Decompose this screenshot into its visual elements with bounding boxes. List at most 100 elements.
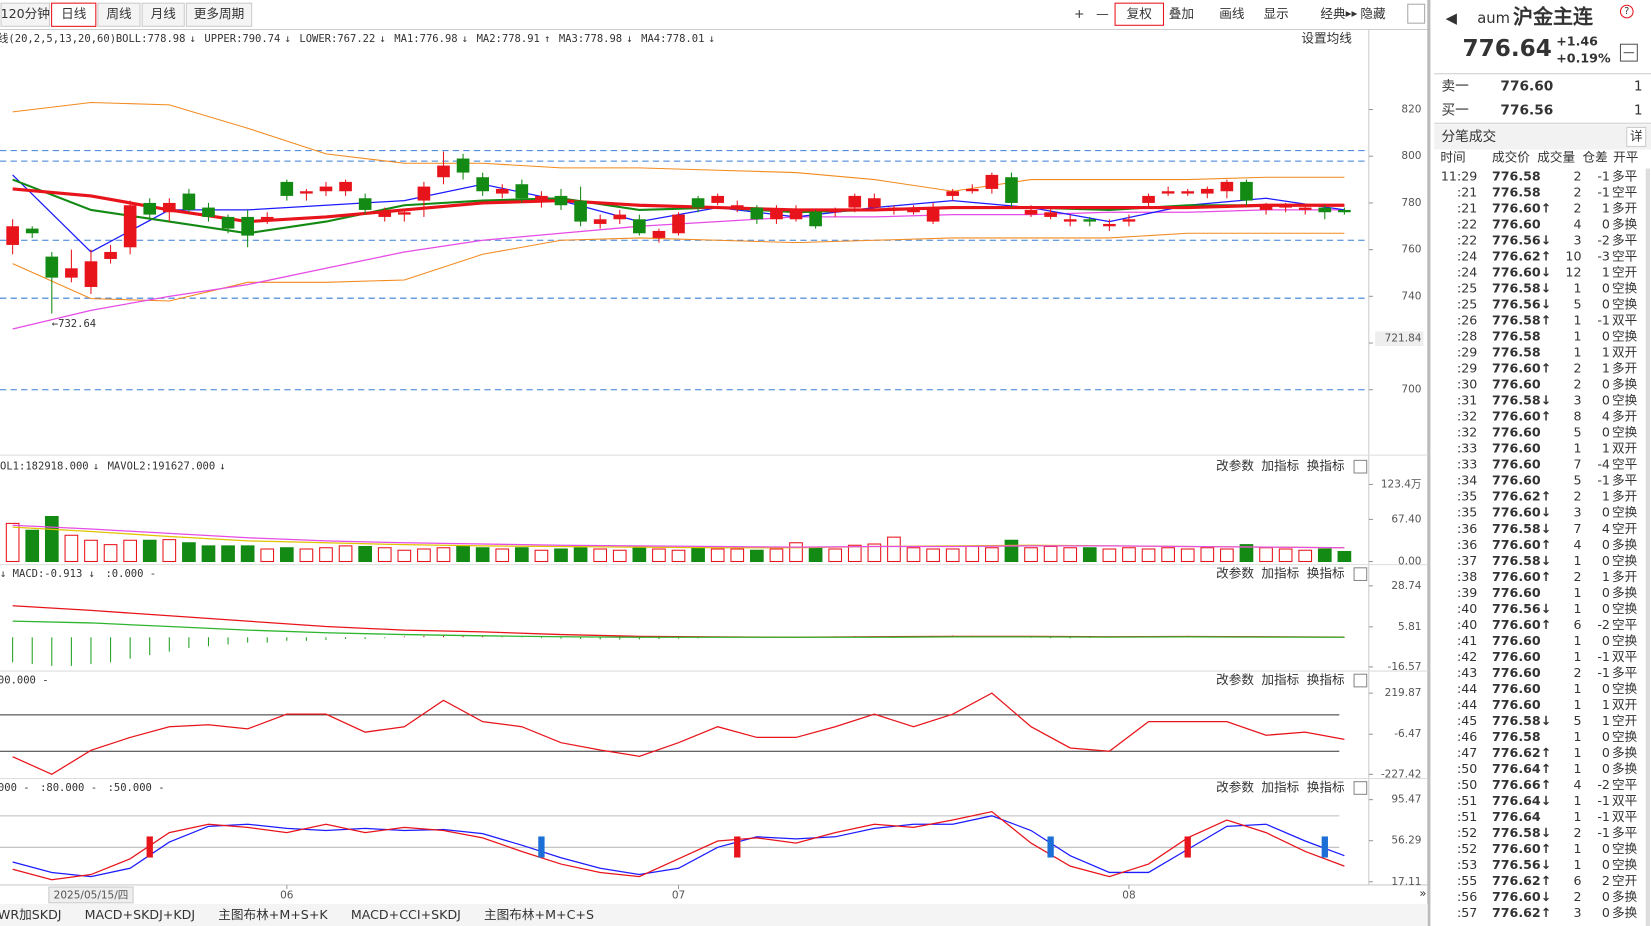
- trade-type: 空换: [1612, 633, 1638, 648]
- trade-volume: 3: [1573, 233, 1581, 248]
- y-tick-label: 123.4万: [1381, 478, 1422, 490]
- volume-bar: [808, 547, 823, 563]
- tab[interactable]: WR加SKDJ: [0, 907, 62, 922]
- legend-arrow: ↑: [544, 33, 550, 45]
- trade-volume: 2: [1573, 889, 1581, 904]
- panel-button[interactable]: 改参数: [1216, 672, 1254, 687]
- trade-oi: -1: [1597, 649, 1610, 664]
- panel-button[interactable]: 加指标: [1261, 672, 1299, 687]
- trade-volume: 4: [1573, 537, 1581, 552]
- panel-button[interactable]: 改参数: [1216, 458, 1254, 473]
- ma-setting[interactable]: 设置均线: [1301, 30, 1352, 45]
- period-label: 周线: [106, 6, 132, 21]
- trade-time: :32: [1457, 425, 1477, 440]
- period-button[interactable]: [141, 2, 185, 27]
- trade-time: :33: [1457, 441, 1477, 456]
- volume-bar: [1043, 545, 1058, 563]
- trade-type: 多平: [1612, 825, 1637, 840]
- y-tick-label: 800: [1401, 150, 1421, 162]
- panel-button[interactable]: 换指标: [1307, 672, 1345, 687]
- trade-volume: 7: [1573, 521, 1581, 536]
- candle-body: [1005, 177, 1018, 203]
- period-button[interactable]: [185, 2, 253, 27]
- trade-volume: 1: [1573, 745, 1581, 760]
- legend-label: MA1:776.98: [394, 33, 457, 45]
- tool-label[interactable]: 画线: [1219, 6, 1245, 21]
- panel-close[interactable]: [1353, 673, 1368, 688]
- fullscreen-button[interactable]: [1407, 3, 1426, 24]
- trade-time: :24: [1457, 265, 1477, 280]
- panel-close[interactable]: [1353, 459, 1368, 474]
- trade-price: 776.62↑: [1492, 905, 1551, 920]
- trade-time: :33: [1457, 457, 1477, 472]
- trade-time: :50: [1457, 777, 1477, 792]
- tool-label[interactable]: +: [1074, 6, 1085, 21]
- detail-button[interactable]: [1626, 126, 1647, 147]
- volume-bar: [887, 536, 901, 563]
- trade-volume: 1: [1573, 441, 1581, 456]
- trade-type: 空换: [1612, 681, 1638, 696]
- trade-oi: -2: [1597, 777, 1610, 792]
- candle-body: [1044, 212, 1057, 217]
- trade-time: :56: [1457, 889, 1477, 904]
- tool-label[interactable]: 隐藏: [1360, 6, 1386, 21]
- panel-button[interactable]: 换指标: [1307, 458, 1345, 473]
- candle-body: [495, 188, 509, 194]
- candle-body: [241, 216, 254, 236]
- tool-label[interactable]: 叠加: [1169, 6, 1194, 21]
- trade-oi: 0: [1602, 761, 1610, 776]
- trade-type: 双开: [1612, 441, 1637, 456]
- trade-oi: 0: [1602, 217, 1610, 232]
- trade-time: :34: [1457, 473, 1477, 488]
- trade-price: 776.60: [1492, 633, 1541, 648]
- volume-bar: [514, 547, 529, 563]
- volume-bar: [1102, 548, 1117, 563]
- panel-button[interactable]: 换指标: [1307, 779, 1345, 794]
- tab[interactable]: 主图布林+M+S+K: [218, 907, 328, 922]
- tool-label[interactable]: 复权: [1127, 6, 1153, 21]
- tool-label[interactable]: 经典: [1320, 6, 1346, 21]
- trade-price: 776.60↑: [1492, 201, 1551, 216]
- panel-button[interactable]: 改参数: [1216, 779, 1254, 794]
- panel-button[interactable]: 加指标: [1261, 566, 1299, 581]
- back-arrow[interactable]: ◀: [1446, 10, 1458, 27]
- volume-bar: [1063, 547, 1078, 563]
- period-button[interactable]: [97, 2, 141, 27]
- help-icon[interactable]: [1619, 4, 1634, 19]
- tool-label[interactable]: 显示: [1264, 6, 1289, 21]
- trade-type: 空开: [1612, 521, 1637, 536]
- legend-arrow: ↓: [190, 33, 196, 45]
- trade-volume: 5: [1573, 425, 1581, 440]
- trade-time: :36: [1457, 537, 1477, 552]
- volume-bar: [965, 545, 980, 563]
- panel-button[interactable]: 换指标: [1307, 566, 1345, 581]
- panel-close[interactable]: [1353, 781, 1368, 795]
- trade-volume: 5: [1573, 297, 1581, 312]
- trade-type: 空换: [1612, 329, 1638, 344]
- candle-body: [437, 165, 450, 178]
- volume-bar: [495, 548, 510, 563]
- panel-button[interactable]: 加指标: [1261, 779, 1299, 794]
- tool-label[interactable]: —: [1096, 6, 1109, 21]
- tab[interactable]: MACD+CCI+SKDJ: [351, 907, 461, 922]
- tab[interactable]: 主图布林+M+C+S: [484, 907, 594, 922]
- trade-price: 776.60: [1492, 473, 1541, 488]
- legend-label: :80.000 -: [40, 782, 97, 794]
- panel-button[interactable]: 加指标: [1261, 458, 1299, 473]
- tool-button[interactable]: [1114, 2, 1165, 26]
- trade-time: :35: [1457, 505, 1477, 520]
- period-button[interactable]: [0, 2, 51, 27]
- candle-body: [1083, 219, 1097, 222]
- detail-label[interactable]: 详: [1630, 128, 1643, 143]
- panel-close[interactable]: [1353, 567, 1368, 581]
- trade-type: 多开: [1612, 409, 1637, 424]
- trade-oi: 1: [1602, 345, 1610, 360]
- trade-type: 多开: [1612, 361, 1637, 376]
- panel-button[interactable]: 改参数: [1216, 566, 1254, 581]
- period-button[interactable]: [51, 2, 97, 27]
- volume-bar: [1180, 548, 1195, 563]
- trade-oi: -1: [1597, 168, 1610, 183]
- collapse-button[interactable]: [1619, 43, 1638, 62]
- tab[interactable]: MACD+SKDJ+KDJ: [85, 907, 195, 922]
